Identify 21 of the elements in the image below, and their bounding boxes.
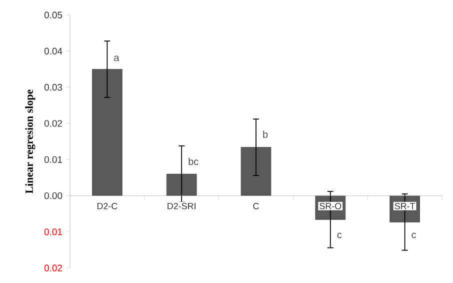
y-axis-title: Linear regresion slope <box>25 90 36 194</box>
y-tick-label: 0.01 <box>44 156 62 163</box>
x-tick-label: D2-SRI <box>168 202 196 210</box>
x-tick-label: SR-T <box>394 202 416 210</box>
x-tick-label: C <box>253 202 259 210</box>
y-tick-label: 0.03 <box>44 84 62 91</box>
bar <box>166 174 197 196</box>
bar <box>92 69 122 196</box>
annotation: a <box>114 56 120 62</box>
annotation: c <box>412 232 416 238</box>
y-tick-label: 0.02 <box>44 120 62 127</box>
y-tick-label: 0.00 <box>44 192 62 200</box>
annotation: bc <box>188 158 198 166</box>
y-tick-label: 0.04 <box>44 48 62 54</box>
x-tick-label: D2-C <box>97 202 118 210</box>
y-tick-label: 0.01 <box>44 228 62 236</box>
y-tick-label: 0.02 <box>44 264 62 272</box>
y-tick-label: 0.05 <box>44 12 62 18</box>
annotation: b <box>263 130 268 138</box>
x-tick-label: SR-O <box>320 202 342 210</box>
annotation: c <box>337 232 342 238</box>
